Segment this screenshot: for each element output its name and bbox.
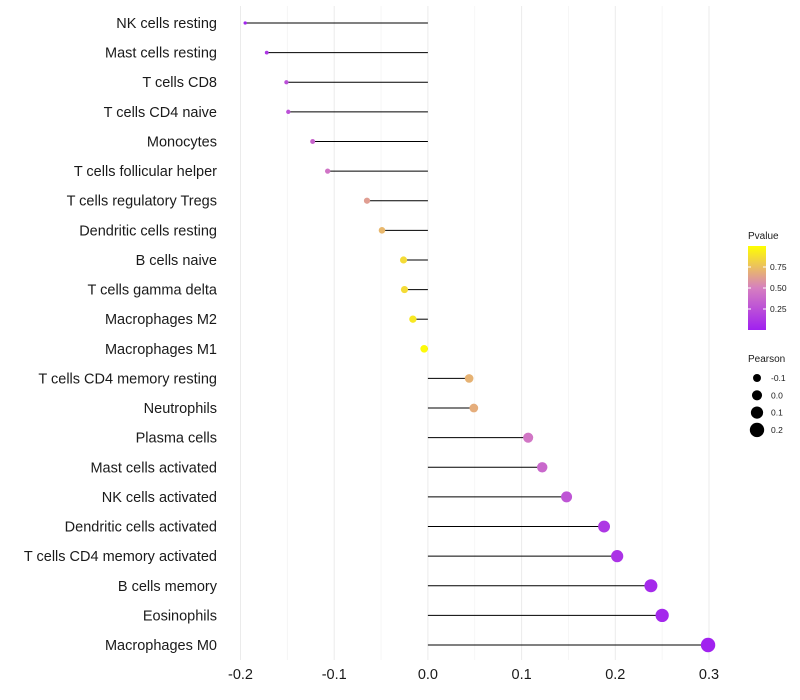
pvalue-colorbar-ticks: 0.25 0.50 0.75 xyxy=(748,262,787,314)
lollipop-point xyxy=(561,491,573,503)
colorbar-tick-label: 0.50 xyxy=(770,283,787,293)
lollipop-point xyxy=(420,345,428,353)
x-tick-label: -0.2 xyxy=(228,667,253,683)
category-label: Plasma cells xyxy=(136,431,217,447)
lollipop-point xyxy=(284,80,289,85)
x-tick-label: 0.0 xyxy=(418,667,438,683)
lollipop-point xyxy=(400,286,409,294)
x-tick-label: 0.2 xyxy=(605,667,625,683)
lollipop-point xyxy=(310,139,316,144)
category-label: Mast cells activated xyxy=(90,460,217,476)
lollipop-point xyxy=(655,608,669,623)
category-label: T cells CD4 memory resting xyxy=(38,371,217,387)
category-label: Macrophages M0 xyxy=(105,638,217,654)
x-tick-label: -0.1 xyxy=(322,667,347,683)
lollipop-point xyxy=(409,315,417,323)
category-label: T cells CD4 naive xyxy=(104,105,217,121)
lollipop-point xyxy=(537,462,548,473)
category-label: NK cells activated xyxy=(102,490,217,506)
category-label: Mast cells resting xyxy=(105,46,217,62)
x-tick-label: 0.1 xyxy=(512,667,532,683)
pearson-legend-title: Pearson xyxy=(748,354,785,365)
lollipop-point xyxy=(378,227,386,234)
x-axis-ticks: -0.2 -0.1 0.0 0.1 0.2 0.3 xyxy=(228,667,719,683)
category-label: Eosinophils xyxy=(143,608,217,624)
lollipop-point xyxy=(700,637,716,653)
pvalue-colorbar xyxy=(748,246,766,330)
pvalue-legend-title: Pvalue xyxy=(748,231,779,242)
dot-layer xyxy=(243,21,716,653)
grid-layer xyxy=(240,6,710,660)
pearson-legend-items: -0.1 0.0 0.1 0.2 xyxy=(749,373,786,438)
pearson-legend-label: 0.0 xyxy=(771,390,783,400)
lollipop-point xyxy=(324,168,331,174)
pearson-legend: Pearson -0.1 0.0 0.1 0.2 xyxy=(748,354,786,438)
pearson-legend-dot xyxy=(749,422,765,438)
pearson-legend-dot xyxy=(751,390,763,401)
pearson-legend-label: -0.1 xyxy=(771,373,786,383)
category-label: B cells memory xyxy=(118,579,218,595)
lollipop-point xyxy=(363,197,371,204)
category-labels: NK cells resting Mast cells resting T cell… xyxy=(24,16,218,654)
category-label: NK cells resting xyxy=(116,16,217,32)
x-tick-label: 0.3 xyxy=(699,667,719,683)
category-label: T cells gamma delta xyxy=(88,283,218,299)
lollipop-point xyxy=(611,550,624,563)
lollipop-point xyxy=(598,520,611,533)
category-label: B cells naive xyxy=(136,253,217,269)
pearson-legend-label: 0.2 xyxy=(771,425,783,435)
pearson-legend-dot xyxy=(753,374,761,382)
category-label: T cells CD8 xyxy=(142,75,217,91)
lollipop-point xyxy=(264,50,269,55)
colorbar-tick-label: 0.75 xyxy=(770,262,787,272)
category-label: T cells follicular helper xyxy=(74,164,217,180)
category-label: Neutrophils xyxy=(144,401,217,417)
category-label: Dendritic cells activated xyxy=(65,520,217,536)
category-label: Dendritic cells resting xyxy=(79,223,217,239)
category-label: T cells regulatory Tregs xyxy=(67,194,217,210)
lollipop-point xyxy=(399,256,408,264)
category-label: T cells CD4 memory activated xyxy=(24,549,217,565)
pearson-legend-dot xyxy=(750,406,764,419)
category-label: Macrophages M2 xyxy=(105,312,217,328)
pearson-legend-label: 0.1 xyxy=(771,408,783,418)
lollipop-point xyxy=(644,579,658,593)
lollipop-point xyxy=(286,109,291,115)
lollipop-point xyxy=(464,374,474,383)
stem-layer xyxy=(245,22,709,646)
lollipop-point xyxy=(523,432,534,443)
pvalue-legend: Pvalue 0.25 0.50 0.75 xyxy=(748,231,787,330)
lollipop-point xyxy=(243,21,247,25)
category-label: Macrophages M1 xyxy=(105,342,217,358)
lollipop-point xyxy=(469,403,479,413)
colorbar-tick-label: 0.25 xyxy=(770,304,787,314)
category-label: Monocytes xyxy=(147,134,217,150)
